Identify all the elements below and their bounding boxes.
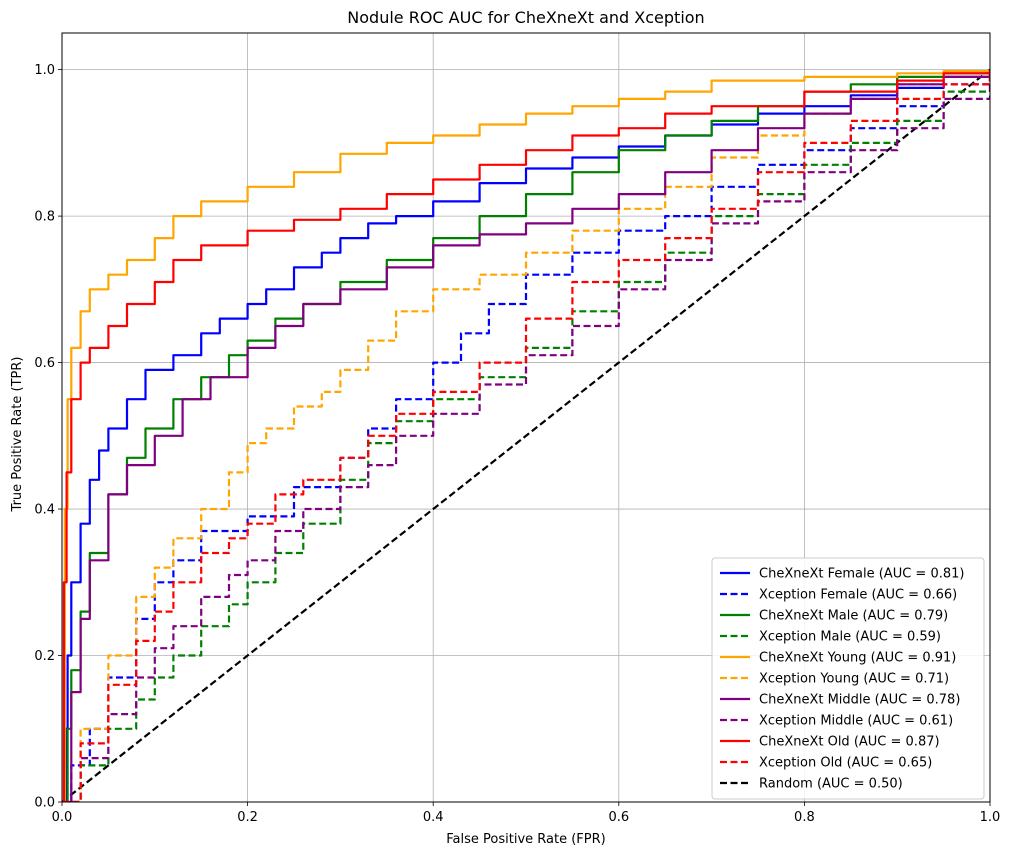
chart-title: Nodule ROC AUC for CheXneXt and Xception (347, 8, 704, 27)
x-tick-label: 0.2 (237, 810, 258, 825)
plot-frame (61, 32, 991, 803)
y-axis-label: True Positive Rate (TPR) (10, 357, 25, 513)
x-tick-label: 0.8 (794, 810, 815, 825)
series-lines (62, 68, 990, 802)
y-tick-label: 0.8 (34, 210, 55, 225)
series-line (62, 69, 990, 802)
y-tick-label: 0.2 (34, 649, 55, 664)
y-tick-label: 0.4 (34, 503, 55, 518)
x-tick-label: 0.6 (608, 810, 629, 825)
legend-label: CheXneXt Old (AUC = 0.87) (759, 735, 940, 750)
legend: CheXneXt Female (AUC = 0.81) Xception Fem… (711, 557, 985, 800)
legend-label: CheXneXt Young (AUC = 0.91) (759, 651, 956, 666)
legend-label: Xception Young (AUC = 0.71) (759, 672, 949, 687)
series-line (62, 69, 990, 802)
series-line (62, 68, 990, 802)
x-tick-label: 0.0 (52, 810, 73, 825)
y-tick-label: 1.0 (34, 63, 55, 78)
series-line (62, 69, 990, 802)
series-line (62, 69, 990, 802)
axis-ticks: 0.0 0.2 0.4 0.6 0.8 1.0 0.0 0.2 0.4 0.6 0.8 1.0 (34, 63, 1000, 825)
legend-label: CheXneXt Middle (AUC = 0.78) (759, 693, 960, 708)
legend-label: CheXneXt Male (AUC = 0.79) (759, 609, 948, 624)
legend-box (711, 557, 985, 800)
legend-label: Xception Female (AUC = 0.66) (759, 588, 957, 603)
legend-label: Xception Middle (AUC = 0.61) (759, 714, 953, 729)
x-axis-label: False Positive Rate (FPR) (446, 832, 605, 847)
legend-label: Xception Old (AUC = 0.65) (759, 756, 932, 771)
series-line (62, 69, 990, 802)
series-line (62, 69, 990, 802)
series-line (62, 69, 990, 802)
y-tick-label: 0.0 (34, 796, 55, 811)
y-tick-label: 0.6 (34, 356, 55, 371)
legend-label: CheXneXt Female (AUC = 0.81) (759, 567, 964, 582)
legend-label: Xception Male (AUC = 0.59) (759, 630, 941, 645)
x-tick-label: 1.0 (980, 810, 1001, 825)
legend-label: Random (AUC = 0.50) (759, 777, 903, 792)
x-tick-label: 0.4 (423, 810, 444, 825)
